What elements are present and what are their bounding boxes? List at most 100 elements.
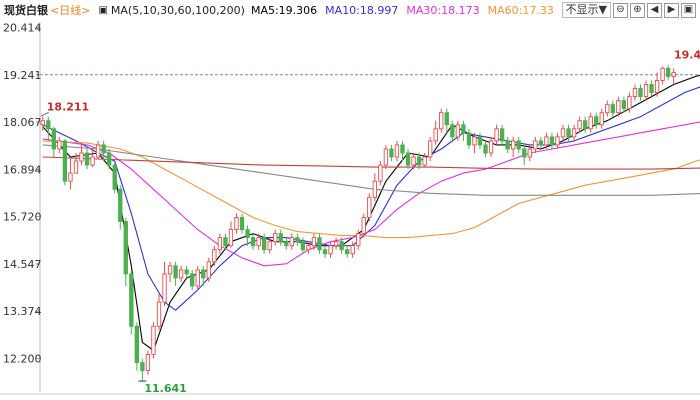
candle-body (378, 164, 383, 182)
candle-body (107, 152, 112, 166)
candle (184, 265, 189, 278)
candle-body (234, 217, 239, 231)
candle (267, 237, 272, 254)
candle (356, 229, 361, 250)
y-axis: 20.414 19.241 18.067 16.894 15.720 14.547 13.3… (3, 21, 42, 365)
candle-body (250, 237, 256, 247)
candle-body (416, 156, 422, 166)
high-start-label: 18.211 (47, 100, 89, 113)
candle (527, 144, 532, 162)
candle-body (73, 160, 79, 174)
candle (239, 213, 245, 234)
legend-bar: 现货白银 <日线> ▣ MA(5,10,30,60,100,200) MA5:1… (0, 0, 700, 20)
candle (112, 163, 117, 194)
candle-body (46, 120, 51, 130)
candle (632, 84, 638, 101)
candle-body (383, 148, 389, 166)
candle (261, 233, 267, 254)
candle-body (405, 152, 411, 166)
candle (217, 233, 223, 254)
candle-body (605, 104, 610, 114)
candle-body (84, 152, 90, 166)
ma5-value: MA5:19.306 (250, 3, 318, 17)
candle (400, 140, 405, 162)
candle (466, 128, 472, 149)
candles (40, 65, 676, 382)
candle-body (256, 237, 261, 247)
candle (610, 100, 615, 117)
candle (433, 120, 438, 145)
candle-body (350, 245, 355, 255)
candle-body (273, 233, 278, 243)
period-selector[interactable]: <日线> (50, 4, 91, 17)
candle (372, 173, 378, 202)
candle-body (566, 128, 571, 138)
zoom-in-icon[interactable]: ⊕ (630, 2, 645, 18)
candle-body (433, 128, 438, 142)
low-label: 11.641 (144, 382, 186, 395)
candle (588, 112, 593, 133)
candle (134, 322, 140, 371)
ma10-line (42, 86, 700, 311)
candle-body (300, 241, 306, 251)
candle (95, 140, 101, 160)
candle (190, 269, 195, 291)
candle-body (195, 269, 200, 287)
candle (178, 265, 184, 282)
candle (156, 294, 162, 331)
candle (84, 148, 90, 170)
candle-body (178, 269, 184, 279)
candle (333, 237, 339, 250)
candle (73, 152, 79, 174)
ma60-line (42, 140, 700, 239)
candle (317, 233, 322, 254)
candle (107, 148, 112, 170)
candle-body (560, 128, 566, 138)
candle (145, 350, 151, 375)
display-toggle-dropdown[interactable]: 不显示▼ (561, 2, 611, 18)
candle (416, 152, 422, 170)
candle (560, 124, 566, 141)
candle-body (51, 128, 57, 150)
candle-body (649, 84, 654, 93)
candle (339, 237, 344, 254)
ma200-line (42, 156, 700, 170)
candle-body (632, 88, 638, 98)
scroll-right-icon[interactable]: ▶ (664, 2, 679, 18)
candle-body (129, 273, 134, 327)
candle-body (140, 362, 145, 372)
candle (57, 136, 62, 153)
candle (455, 120, 461, 141)
candle-body (339, 241, 344, 251)
candle (129, 269, 134, 335)
ma-toggle-icon[interactable]: ▣ (98, 4, 108, 16)
candle (322, 245, 328, 258)
candle-body (627, 96, 632, 110)
zoom-out-icon[interactable]: ⊖ (613, 2, 628, 18)
candle (643, 80, 649, 101)
candle (273, 229, 278, 246)
scroll-left-icon[interactable]: ◀ (647, 2, 662, 18)
candle-body (95, 144, 101, 158)
candle-body (295, 237, 300, 243)
candle-body (322, 249, 328, 255)
candle-body (173, 265, 178, 279)
y-tick-label: 16.894 (3, 163, 42, 176)
candle (278, 229, 283, 246)
candle (361, 213, 366, 238)
candle (123, 217, 128, 286)
candle-body (527, 148, 532, 158)
candle (505, 136, 510, 153)
candle-body (328, 245, 333, 255)
ma30-value: MA30:18.173 (406, 3, 480, 17)
candle-body (400, 144, 405, 154)
candle-body (616, 100, 621, 114)
candle-body (665, 67, 671, 77)
candle (594, 112, 599, 129)
candle-body (577, 120, 582, 130)
fullscreen-icon[interactable]: ▣ (681, 2, 696, 18)
candle (162, 261, 167, 307)
candle-body (444, 112, 449, 126)
candle (195, 265, 200, 291)
